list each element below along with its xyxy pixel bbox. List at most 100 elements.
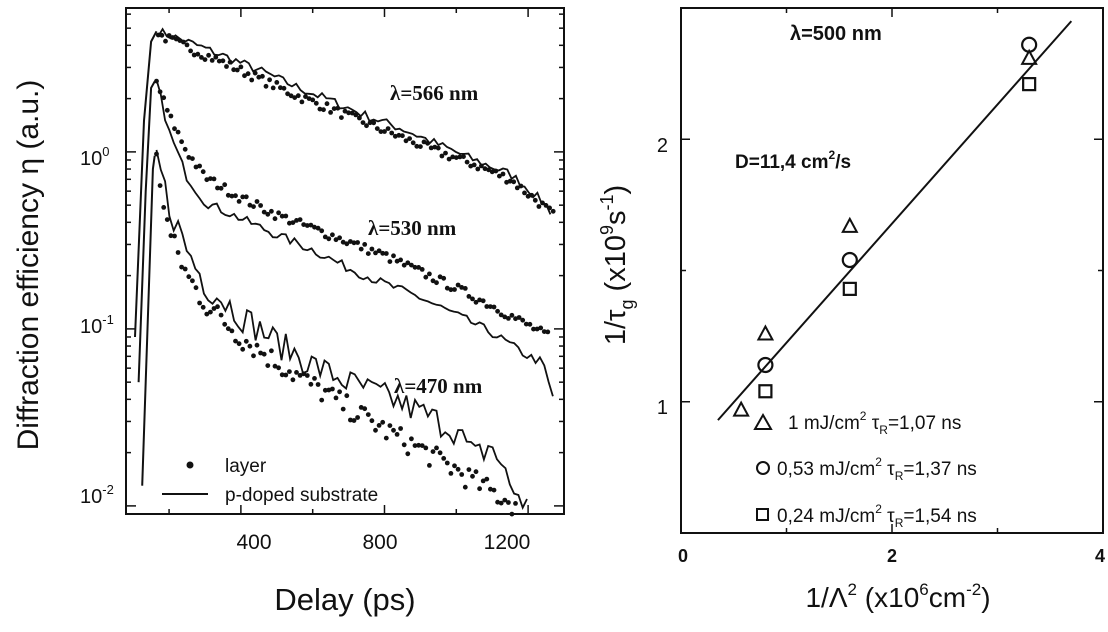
left-layer-point-530 bbox=[330, 232, 335, 238]
left-layer-point-470 bbox=[240, 346, 246, 352]
left-layer-point-530 bbox=[215, 185, 220, 191]
left-layer-point-470 bbox=[362, 406, 368, 412]
left-layer-point-566 bbox=[410, 140, 416, 146]
right-x-axis-label-part: 1/Λ bbox=[805, 582, 847, 613]
left-layer-point-530 bbox=[401, 262, 407, 268]
legend-text-part: τ bbox=[882, 506, 895, 527]
legend-text-part: 0,53 mJ/cm bbox=[777, 459, 875, 480]
left-layer-point-470 bbox=[287, 369, 292, 374]
left-layer-point-470 bbox=[243, 338, 249, 344]
square-point bbox=[842, 281, 857, 296]
left-layer-point-470 bbox=[200, 304, 206, 310]
left-layer-point-470 bbox=[330, 386, 335, 392]
left-layer-point-470 bbox=[315, 382, 321, 387]
left-rise-line-530 bbox=[137, 81, 156, 383]
left-layer-point-566 bbox=[349, 110, 355, 116]
left-layer-point-530 bbox=[365, 251, 371, 256]
left-layer-point-530 bbox=[276, 210, 281, 216]
left-layer-point-566 bbox=[159, 32, 165, 38]
left-layer-point-530 bbox=[258, 203, 263, 208]
left-layer-point-566 bbox=[303, 94, 308, 99]
triangle-point bbox=[756, 324, 775, 341]
left-layer-point-470 bbox=[218, 312, 224, 318]
left-layer-point-566 bbox=[260, 73, 265, 79]
left-layer-point-470 bbox=[193, 285, 199, 291]
left-layer-point-530 bbox=[175, 129, 181, 135]
left-y-tick-base: 10 bbox=[80, 148, 102, 170]
left-layer-point-530 bbox=[520, 317, 526, 323]
left-y-tick-base: 10 bbox=[80, 486, 102, 508]
left-layer-point-470 bbox=[161, 205, 167, 210]
left-layer-point-530 bbox=[204, 177, 210, 183]
left-layer-point-470 bbox=[351, 418, 357, 423]
left-layer-point-530 bbox=[161, 95, 167, 101]
right-x-axis-label-sup: 6 bbox=[919, 580, 928, 599]
left-layer-point-566 bbox=[173, 36, 179, 42]
left-layer-point-470 bbox=[398, 426, 403, 431]
left-layer-point-530 bbox=[261, 209, 267, 215]
legend-square-marker bbox=[756, 508, 769, 521]
left-layer-point-530 bbox=[312, 224, 317, 230]
left-layer-point-566 bbox=[299, 99, 305, 105]
left-layer-point-470 bbox=[186, 274, 192, 280]
left-layer-point-530 bbox=[419, 267, 425, 272]
left-layer-point-566 bbox=[270, 85, 276, 91]
left-layer-point-530 bbox=[412, 264, 418, 270]
left-layer-point-470 bbox=[348, 417, 353, 423]
left-layer-point-470 bbox=[480, 478, 486, 484]
legend-text-part: 1 mJ/cm bbox=[788, 413, 860, 434]
left-layer-point-566 bbox=[163, 38, 168, 44]
left-series-group bbox=[134, 27, 556, 517]
left-layer-point-566 bbox=[324, 101, 330, 107]
left-layer-point-530 bbox=[294, 218, 299, 223]
left-layer-point-566 bbox=[529, 192, 535, 198]
left-layer-point-470 bbox=[427, 463, 432, 468]
left-layer-point-566 bbox=[220, 58, 226, 64]
left-layer-point-530 bbox=[297, 217, 303, 223]
left-layer-point-530 bbox=[233, 193, 238, 199]
left-layer-point-530 bbox=[200, 169, 206, 175]
left-layer-point-566 bbox=[202, 57, 208, 62]
left-substrate-line-530 bbox=[155, 79, 554, 397]
left-layer-point-530 bbox=[304, 223, 310, 228]
right-y-axis-label-part: s bbox=[600, 211, 632, 226]
left-layer-point-530 bbox=[373, 250, 378, 256]
left-layer-point-566 bbox=[464, 159, 470, 165]
legend-text-part: =1,54 ns bbox=[903, 506, 976, 527]
right-x-axis-label-part: (x10 bbox=[857, 582, 919, 613]
left-layer-point-470 bbox=[423, 445, 429, 451]
right-x-axis-label: 1/Λ2 (x106cm-2) bbox=[805, 580, 990, 613]
left-substrate-line-566 bbox=[157, 27, 552, 215]
left-layer-point-470 bbox=[337, 389, 342, 395]
left-layer-point-566 bbox=[374, 126, 380, 131]
left-layer-point-470 bbox=[444, 460, 450, 466]
left-layer-point-470 bbox=[409, 436, 414, 442]
left-layer-point-530 bbox=[229, 193, 235, 199]
right-y-axis-label-part: (x10 bbox=[600, 235, 632, 299]
left-layer-point-530 bbox=[513, 316, 518, 322]
triangle-point bbox=[1020, 48, 1038, 65]
left-layer-point-530 bbox=[534, 326, 540, 332]
left-layer-point-530 bbox=[208, 176, 213, 182]
left-layer-point-530 bbox=[193, 164, 199, 170]
left-layer-point-566 bbox=[400, 133, 405, 139]
legend-text-part: 0,24 mJ/cm bbox=[777, 506, 875, 527]
left-layer-point-530 bbox=[190, 156, 195, 162]
left-layer-point-566 bbox=[249, 77, 255, 83]
left-layer-point-566 bbox=[274, 80, 280, 85]
left-layer-point-530 bbox=[157, 89, 163, 95]
left-layer-point-470 bbox=[437, 450, 443, 456]
left-substrate-line-470 bbox=[155, 149, 528, 511]
left-layer-point-530 bbox=[441, 275, 447, 281]
left-layer-point-530 bbox=[459, 285, 465, 290]
left-layer-point-566 bbox=[522, 190, 527, 196]
legend-text-sup: 2 bbox=[875, 502, 882, 516]
left-layer-point-530 bbox=[470, 296, 475, 302]
left-layer-point-470 bbox=[304, 373, 310, 378]
left-layer-point-530 bbox=[326, 236, 332, 242]
left-layer-point-566 bbox=[306, 96, 312, 101]
left-layer-point-530 bbox=[538, 325, 544, 331]
right-y-axis-label-part: ) bbox=[600, 185, 632, 195]
left-layer-point-530 bbox=[154, 78, 159, 84]
